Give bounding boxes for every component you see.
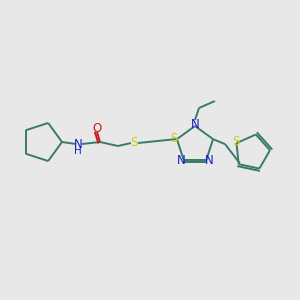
Text: N: N — [205, 154, 214, 167]
Text: N: N — [74, 137, 82, 151]
Text: O: O — [92, 122, 102, 136]
Text: S: S — [170, 132, 178, 145]
Text: N: N — [190, 118, 200, 131]
Text: N: N — [176, 154, 185, 167]
Text: H: H — [74, 146, 82, 156]
Text: S: S — [232, 135, 239, 148]
Text: S: S — [130, 136, 138, 149]
